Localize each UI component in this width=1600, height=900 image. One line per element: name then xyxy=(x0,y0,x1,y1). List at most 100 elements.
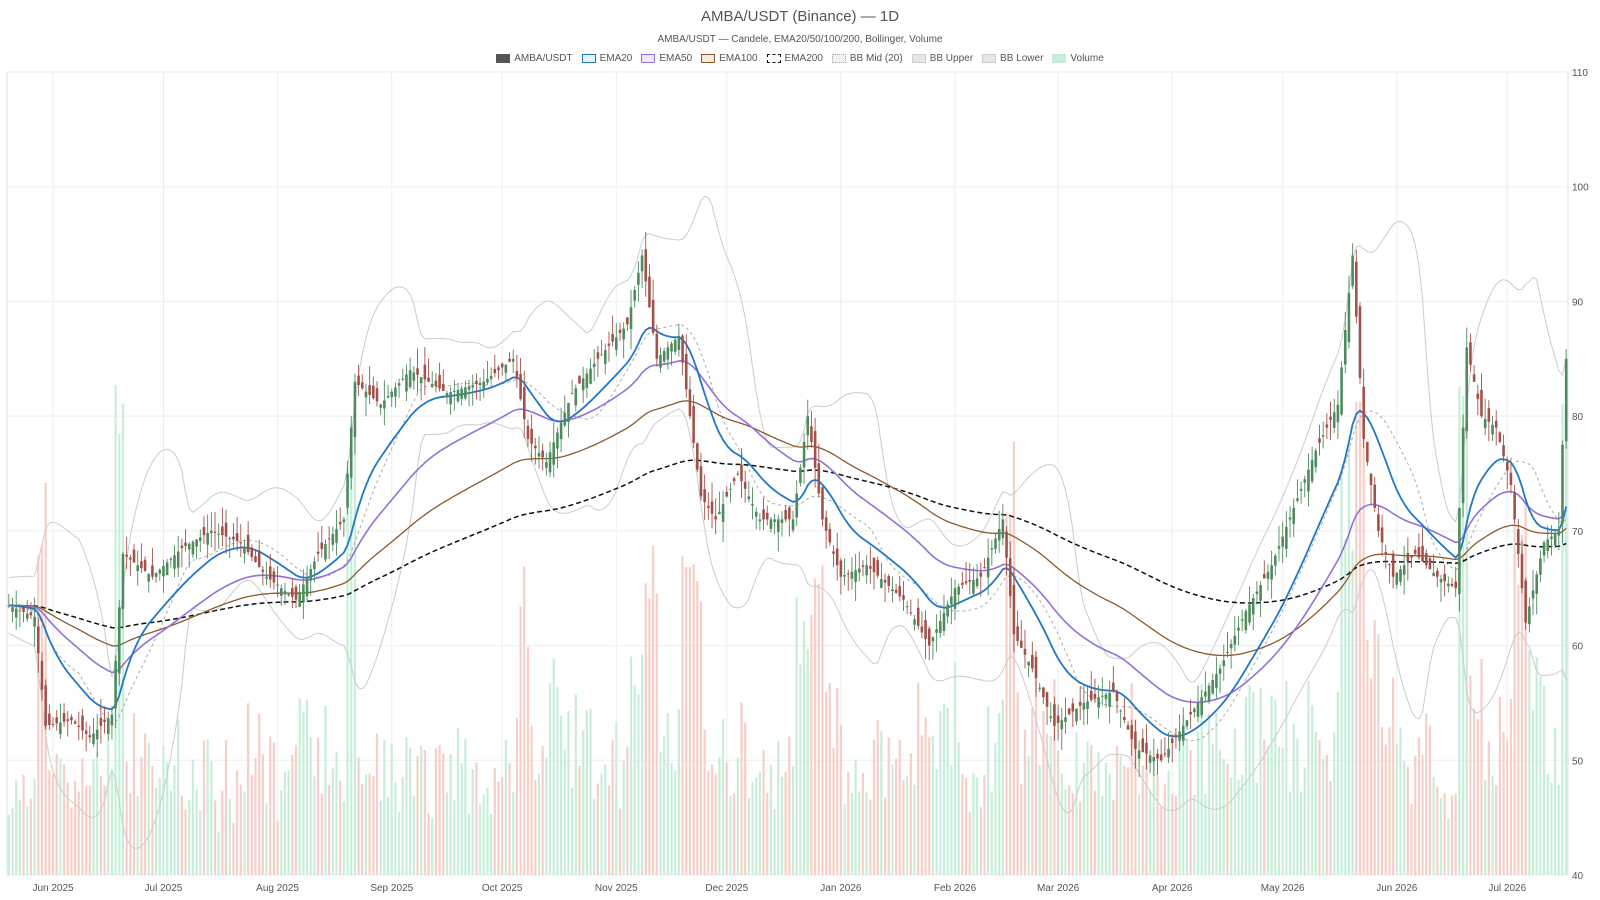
candle-body xyxy=(1034,656,1038,679)
candle xyxy=(213,511,217,551)
volume-bar xyxy=(1023,729,1027,875)
volume-bar xyxy=(512,792,515,875)
volume-bar xyxy=(1491,775,1494,875)
candle-body xyxy=(1454,581,1457,589)
candle-body xyxy=(1229,643,1233,649)
volume-bar xyxy=(125,761,128,875)
candle xyxy=(1274,553,1277,576)
volume-bar xyxy=(898,739,901,875)
candle-body xyxy=(799,467,802,483)
candle xyxy=(777,514,780,552)
volume-bar xyxy=(1322,759,1325,875)
candle xyxy=(545,452,548,476)
candle-body xyxy=(228,538,232,540)
volume-bar xyxy=(37,555,40,875)
volume-bar xyxy=(383,739,386,875)
candle xyxy=(456,382,460,403)
candle xyxy=(25,599,29,622)
candle xyxy=(736,470,740,477)
candle-body xyxy=(677,335,681,350)
legend-label: BB Mid (20) xyxy=(849,53,903,64)
candle-body xyxy=(88,735,92,738)
candle xyxy=(846,569,850,591)
candle xyxy=(154,572,158,583)
volume-bar xyxy=(445,792,449,875)
volume-bar xyxy=(769,764,773,875)
legend-item[interactable]: Volume xyxy=(1052,53,1104,64)
volume-bar xyxy=(629,656,633,875)
volume-bar xyxy=(574,694,577,875)
candle xyxy=(1343,312,1347,374)
volume-bar xyxy=(1237,779,1240,875)
candle xyxy=(441,369,445,392)
candle-body xyxy=(504,364,508,373)
volume-bar xyxy=(707,770,710,875)
volume-bar xyxy=(1274,699,1277,875)
candle-body xyxy=(55,717,58,724)
candle xyxy=(191,540,195,559)
candle xyxy=(887,574,891,593)
candle xyxy=(1130,719,1134,756)
legend-item[interactable]: AMBA/USDT xyxy=(496,53,573,64)
volume-bar xyxy=(155,787,158,875)
candle-body xyxy=(1067,708,1071,715)
volume-bar xyxy=(59,758,62,875)
volume-bar xyxy=(1380,726,1384,875)
candle xyxy=(1307,453,1310,507)
candle-body xyxy=(522,387,526,420)
candle-body xyxy=(629,307,633,330)
legend-item[interactable]: EMA20 xyxy=(581,53,632,64)
candle xyxy=(574,384,578,412)
volume-bar xyxy=(132,713,136,875)
candle xyxy=(578,375,581,384)
candle xyxy=(629,290,633,350)
candle-body xyxy=(938,620,942,633)
volume-bar xyxy=(814,578,817,875)
candle xyxy=(1314,448,1318,473)
candle-body xyxy=(261,569,265,572)
legend-item[interactable]: EMA200 xyxy=(766,53,823,64)
candle xyxy=(125,536,128,569)
candle-body xyxy=(986,557,990,578)
candle-body xyxy=(44,685,47,726)
volume-bar xyxy=(1561,404,1564,875)
volume-bar xyxy=(1090,745,1093,875)
candle-body xyxy=(1402,565,1406,575)
legend-item[interactable]: EMA100 xyxy=(701,53,758,64)
volume-bar xyxy=(674,771,677,875)
candle-body xyxy=(33,616,36,627)
candle xyxy=(754,507,758,530)
candle-body xyxy=(1377,514,1380,531)
candle-body xyxy=(806,416,810,436)
legend-item[interactable]: BB Lower xyxy=(982,53,1043,64)
candle-body xyxy=(916,607,920,626)
volume-bar xyxy=(699,601,703,875)
volume-bar xyxy=(582,730,585,875)
candle xyxy=(684,334,688,398)
candle xyxy=(986,538,990,596)
candle xyxy=(651,279,655,336)
legend-item[interactable]: BB Mid (20) xyxy=(831,53,903,64)
candle-body xyxy=(1049,716,1053,719)
candle xyxy=(1075,708,1078,726)
candle xyxy=(478,377,482,402)
candle xyxy=(302,569,305,620)
legend-item[interactable]: EMA50 xyxy=(641,53,692,64)
volume-bar xyxy=(1358,401,1362,875)
volume-bar xyxy=(1108,773,1111,875)
candle xyxy=(464,380,467,401)
candle xyxy=(342,516,346,537)
volume-bar xyxy=(655,593,658,875)
candle xyxy=(1447,576,1450,593)
candle-body xyxy=(1222,660,1226,667)
candle xyxy=(232,523,235,548)
candle-body xyxy=(1104,694,1108,700)
volume-bar xyxy=(740,702,743,875)
candle-body xyxy=(633,289,637,301)
candle-body xyxy=(460,388,463,399)
candle-body xyxy=(961,582,964,585)
legend-item[interactable]: BB Upper xyxy=(911,53,973,64)
candle xyxy=(14,590,18,630)
candle xyxy=(1395,571,1399,589)
volume-bar xyxy=(563,749,566,875)
